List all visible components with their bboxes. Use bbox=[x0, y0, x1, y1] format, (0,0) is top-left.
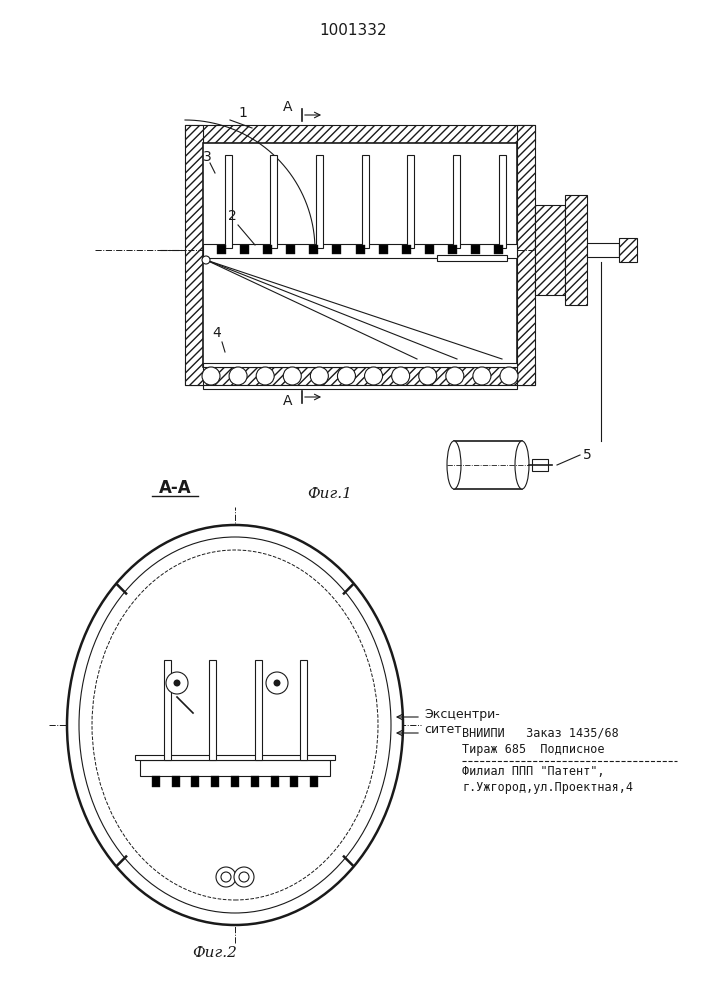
Text: Филиал ППП "Патент",: Филиал ППП "Патент", bbox=[462, 765, 604, 778]
Circle shape bbox=[419, 367, 437, 385]
Circle shape bbox=[202, 256, 210, 264]
Bar bbox=[286, 245, 296, 254]
Bar bbox=[291, 776, 298, 787]
Text: ВНИИПИ   Заказ 1435/68: ВНИИПИ Заказ 1435/68 bbox=[462, 727, 619, 740]
Text: г.Ужгород,ул.Проектная,4: г.Ужгород,ул.Проектная,4 bbox=[462, 781, 633, 794]
Bar bbox=[231, 776, 239, 787]
Circle shape bbox=[221, 872, 231, 882]
Bar bbox=[203, 363, 517, 367]
Circle shape bbox=[173, 680, 180, 686]
Circle shape bbox=[500, 367, 518, 385]
Bar bbox=[454, 441, 522, 489]
Ellipse shape bbox=[447, 441, 461, 489]
Ellipse shape bbox=[515, 441, 529, 489]
Circle shape bbox=[337, 367, 356, 385]
Bar bbox=[203, 244, 517, 258]
Circle shape bbox=[266, 672, 288, 694]
Bar bbox=[517, 125, 535, 385]
Bar bbox=[192, 776, 199, 787]
Bar bbox=[225, 155, 231, 248]
Circle shape bbox=[202, 367, 220, 385]
Bar bbox=[619, 238, 637, 262]
Circle shape bbox=[166, 672, 188, 694]
Circle shape bbox=[216, 867, 236, 887]
Bar bbox=[203, 143, 517, 367]
Bar bbox=[185, 367, 535, 385]
Bar bbox=[378, 245, 387, 254]
Bar bbox=[332, 245, 341, 254]
Bar bbox=[452, 155, 460, 248]
Circle shape bbox=[229, 367, 247, 385]
Bar bbox=[185, 125, 203, 385]
Bar bbox=[316, 155, 323, 248]
Text: Фиг.2: Фиг.2 bbox=[192, 946, 238, 960]
Text: Фиг.1: Фиг.1 bbox=[308, 487, 352, 501]
Bar bbox=[185, 125, 535, 143]
Bar bbox=[402, 245, 411, 254]
Text: 4: 4 bbox=[212, 326, 221, 340]
Ellipse shape bbox=[79, 537, 391, 913]
Text: А: А bbox=[284, 394, 293, 408]
Bar bbox=[140, 760, 330, 776]
Bar bbox=[163, 660, 170, 760]
Text: 1001332: 1001332 bbox=[319, 23, 387, 38]
Circle shape bbox=[446, 367, 464, 385]
Bar bbox=[587, 243, 619, 257]
Circle shape bbox=[310, 367, 328, 385]
Bar bbox=[209, 660, 216, 760]
Bar bbox=[532, 459, 548, 471]
Bar bbox=[300, 660, 307, 760]
Bar bbox=[217, 245, 226, 254]
Bar bbox=[310, 245, 318, 254]
Bar bbox=[172, 776, 180, 787]
Bar bbox=[255, 660, 262, 760]
Text: 3: 3 bbox=[203, 150, 212, 164]
Bar bbox=[535, 205, 565, 295]
Text: 1: 1 bbox=[238, 106, 247, 120]
Text: Эксцентри-
ситет: Эксцентри- ситет bbox=[424, 708, 500, 736]
Circle shape bbox=[274, 680, 281, 686]
Bar bbox=[471, 245, 480, 254]
Bar bbox=[356, 245, 365, 254]
Bar bbox=[263, 245, 272, 254]
Bar bbox=[135, 755, 335, 760]
Text: Тираж 685  Подписное: Тираж 685 Подписное bbox=[462, 743, 604, 756]
Circle shape bbox=[365, 367, 382, 385]
Bar bbox=[310, 776, 318, 787]
Circle shape bbox=[284, 367, 301, 385]
Bar bbox=[361, 155, 368, 248]
Bar bbox=[271, 776, 279, 787]
Text: А: А bbox=[284, 100, 293, 114]
Circle shape bbox=[392, 367, 409, 385]
Text: 5: 5 bbox=[583, 448, 592, 462]
Bar bbox=[203, 385, 517, 389]
Bar bbox=[425, 245, 433, 254]
Bar bbox=[240, 245, 249, 254]
Bar bbox=[494, 245, 503, 254]
Bar bbox=[498, 155, 506, 248]
Bar bbox=[270, 155, 277, 248]
Ellipse shape bbox=[67, 525, 403, 925]
Bar bbox=[437, 255, 507, 261]
Bar bbox=[251, 776, 259, 787]
Bar bbox=[565, 195, 587, 305]
Text: А-А: А-А bbox=[158, 479, 192, 497]
Bar bbox=[211, 776, 219, 787]
Circle shape bbox=[256, 367, 274, 385]
Bar bbox=[448, 245, 457, 254]
Bar bbox=[407, 155, 414, 248]
Circle shape bbox=[473, 367, 491, 385]
Text: 2: 2 bbox=[228, 209, 237, 223]
Bar bbox=[152, 776, 160, 787]
Circle shape bbox=[239, 872, 249, 882]
Circle shape bbox=[234, 867, 254, 887]
